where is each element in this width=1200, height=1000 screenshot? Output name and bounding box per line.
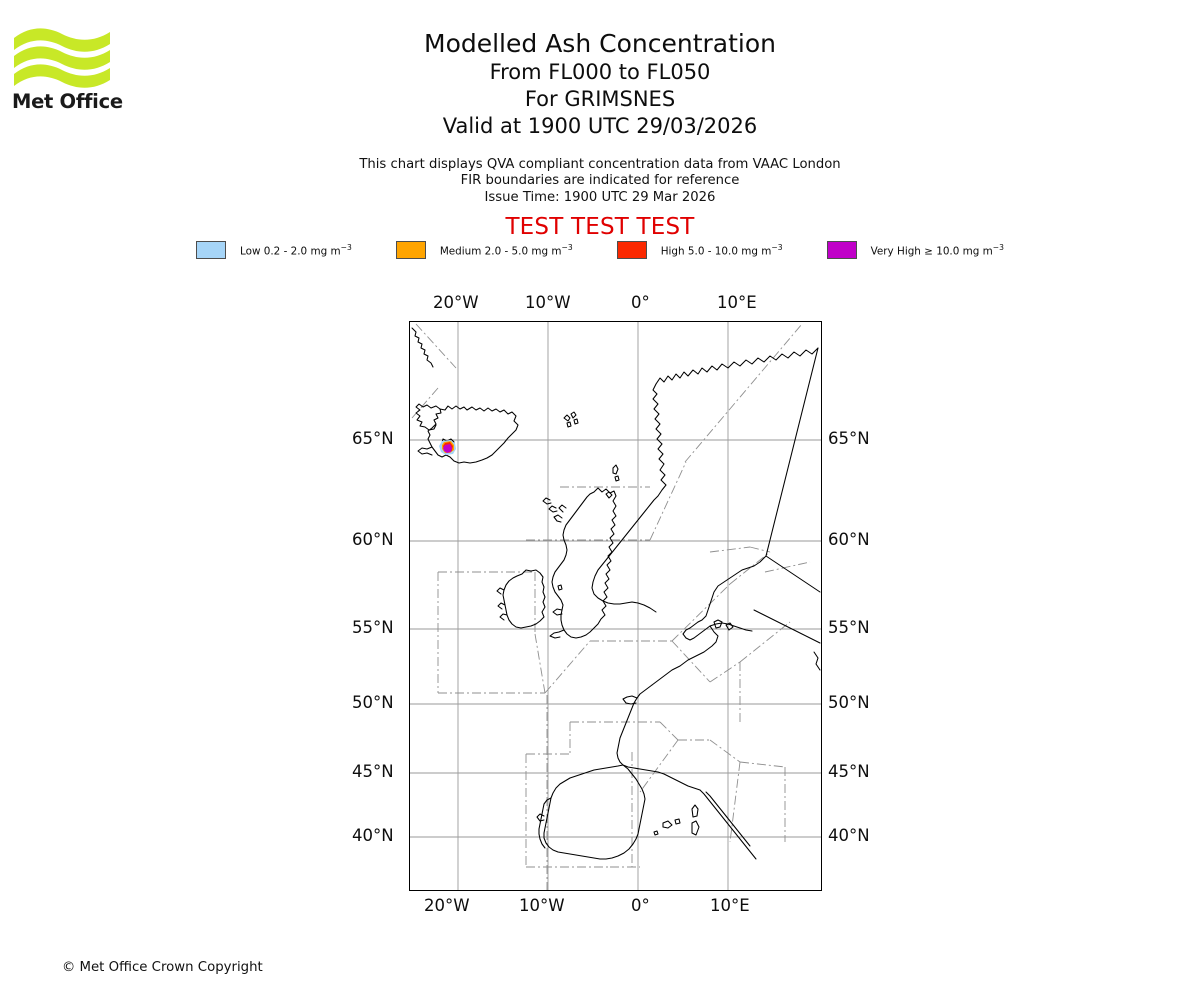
- met-office-logo-text: Met Office: [12, 90, 123, 113]
- legend-label: Low 0.2 - 2.0 mg m−3: [240, 242, 352, 258]
- legend-entry: High 5.0 - 10.0 mg m−3: [616, 241, 827, 259]
- legend-swatch: [826, 241, 857, 259]
- lat-tick-left: 50°N: [352, 693, 394, 712]
- met-office-wave-mark: [14, 28, 110, 88]
- met-office-logo: [12, 22, 132, 117]
- lat-tick-right: 65°N: [828, 429, 870, 448]
- lat-tick-right: 40°N: [828, 826, 870, 845]
- fir-boundaries: [411, 323, 811, 890]
- lat-tick-left: 45°N: [352, 762, 394, 781]
- coastlines: [411, 327, 821, 860]
- test-banner: TEST TEST TEST: [505, 214, 695, 240]
- chart-description: This chart displays QVA compliant concen…: [0, 157, 1200, 206]
- legend-entry: Medium 2.0 - 5.0 mg m−3: [395, 241, 617, 259]
- lon-tick-bottom: 0°: [631, 896, 650, 915]
- concentration-legend: Low 0.2 - 2.0 mg m−3 Medium 2.0 - 5.0 mg …: [0, 241, 1200, 259]
- page-title: Modelled Ash Concentration From FL000 to…: [0, 28, 1200, 140]
- legend-swatch: [616, 241, 647, 259]
- legend-label: Very High ≥ 10.0 mg m−3: [870, 242, 1004, 258]
- lon-tick-top: 10°W: [525, 293, 571, 312]
- lon-tick-top: 10°E: [717, 293, 757, 312]
- lon-tick-top: 0°: [631, 293, 650, 312]
- map-canvas: [410, 322, 821, 890]
- legend-entry: Very High ≥ 10.0 mg m−3: [826, 241, 1004, 259]
- lon-tick-bottom: 10°E: [710, 896, 750, 915]
- title-line-3: For GRIMSNES: [524, 87, 676, 111]
- ash-plume-polygon: [439, 440, 456, 455]
- description-line-1: This chart displays QVA compliant concen…: [359, 157, 841, 172]
- lat-tick-left: 40°N: [352, 826, 394, 845]
- lon-tick-bottom: 20°W: [424, 896, 470, 915]
- legend-entry: Low 0.2 - 2.0 mg m−3: [196, 241, 396, 259]
- description-line-3: Issue Time: 1900 UTC 29 Mar 2026: [484, 189, 716, 205]
- lat-tick-left: 55°N: [352, 618, 394, 637]
- legend-label: Medium 2.0 - 5.0 mg m−3: [439, 242, 573, 258]
- lat-tick-right: 50°N: [828, 693, 870, 712]
- ash-concentration-map[interactable]: [409, 321, 822, 891]
- legend-swatch: [196, 241, 226, 259]
- copyright-notice: © Met Office Crown Copyright: [62, 960, 263, 975]
- lat-tick-right: 55°N: [828, 618, 870, 637]
- plume-band-very-high: [443, 444, 452, 453]
- lon-tick-bottom: 10°W: [519, 896, 565, 915]
- lat-tick-right: 45°N: [828, 762, 870, 781]
- description-line-2: FIR boundaries are indicated for referen…: [460, 173, 740, 189]
- legend-label: High 5.0 - 10.0 mg m−3: [660, 242, 783, 258]
- title-line-4: Valid at 1900 UTC 29/03/2026: [442, 114, 758, 138]
- lat-tick-right: 60°N: [828, 530, 870, 549]
- lat-tick-left: 60°N: [352, 530, 394, 549]
- title-line-1: Modelled Ash Concentration: [424, 29, 776, 58]
- legend-swatch: [395, 241, 426, 259]
- title-line-2: From FL000 to FL050: [489, 60, 711, 84]
- lon-tick-top: 20°W: [433, 293, 479, 312]
- lat-tick-left: 65°N: [352, 429, 394, 448]
- graticule-gridlines: [410, 322, 821, 890]
